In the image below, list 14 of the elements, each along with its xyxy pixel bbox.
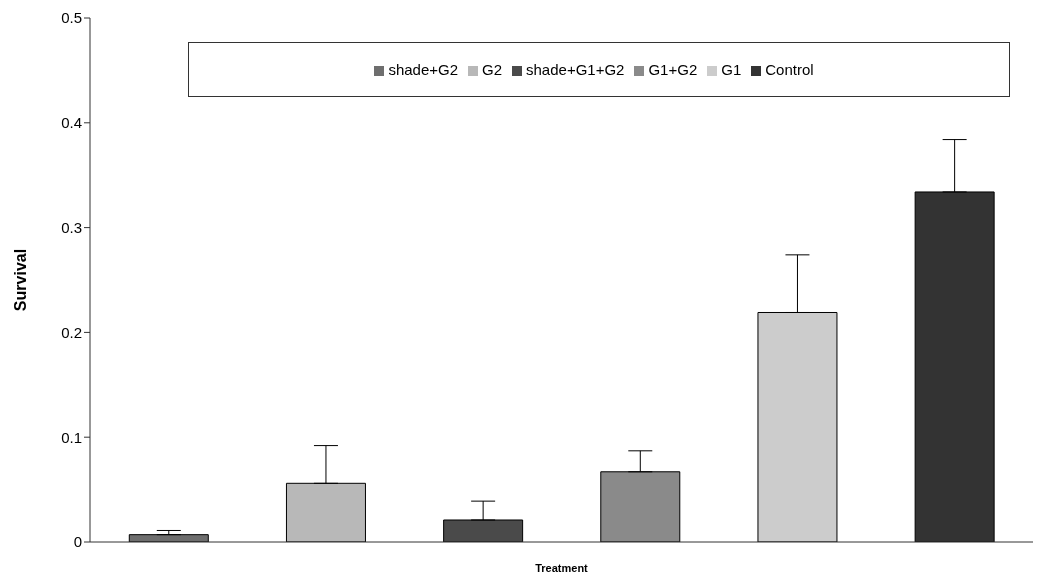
legend-label: G1 — [721, 61, 742, 78]
y-axis-title: Survival — [11, 248, 29, 312]
legend-label: G2 — [482, 61, 503, 78]
legend-label: Control — [765, 61, 814, 78]
y-tick-label: 0 — [73, 533, 82, 551]
y-tick-label: 0.5 — [61, 9, 82, 27]
legend-label: G1+G2 — [648, 61, 698, 78]
y-tick-label: 0.1 — [61, 428, 82, 446]
y-tick-label: 0.4 — [61, 114, 82, 132]
legend-label: shade+G1+G2 — [526, 61, 625, 78]
legend-label: shade+G2 — [388, 61, 459, 78]
x-axis-title: Treatment — [535, 562, 589, 574]
y-tick-label: 0.2 — [61, 323, 82, 341]
y-tick-label: 0.3 — [61, 218, 82, 236]
